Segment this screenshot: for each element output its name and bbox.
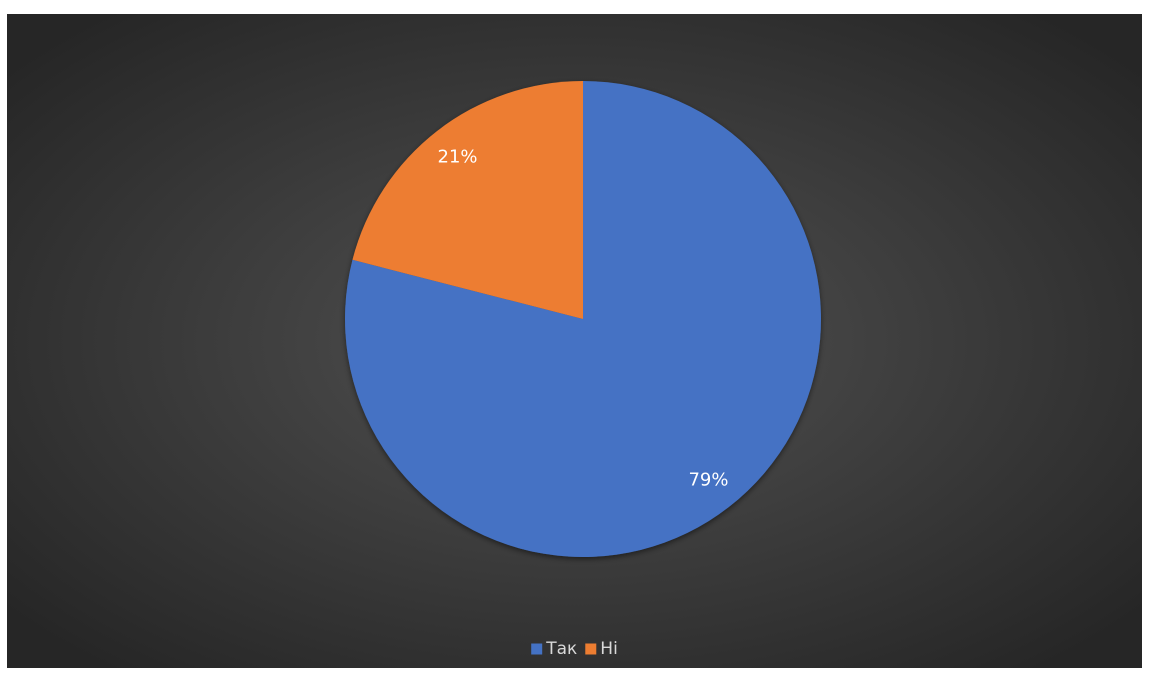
pie-slice — [345, 81, 822, 557]
legend-swatch — [585, 643, 597, 655]
data-label: 21% — [438, 146, 478, 167]
legend-label: Так — [545, 639, 577, 659]
pie — [345, 81, 822, 557]
legend-swatch — [531, 643, 543, 655]
legend-label: Ні — [600, 639, 618, 659]
data-label: 79% — [688, 470, 728, 491]
pie-slice — [352, 81, 583, 319]
